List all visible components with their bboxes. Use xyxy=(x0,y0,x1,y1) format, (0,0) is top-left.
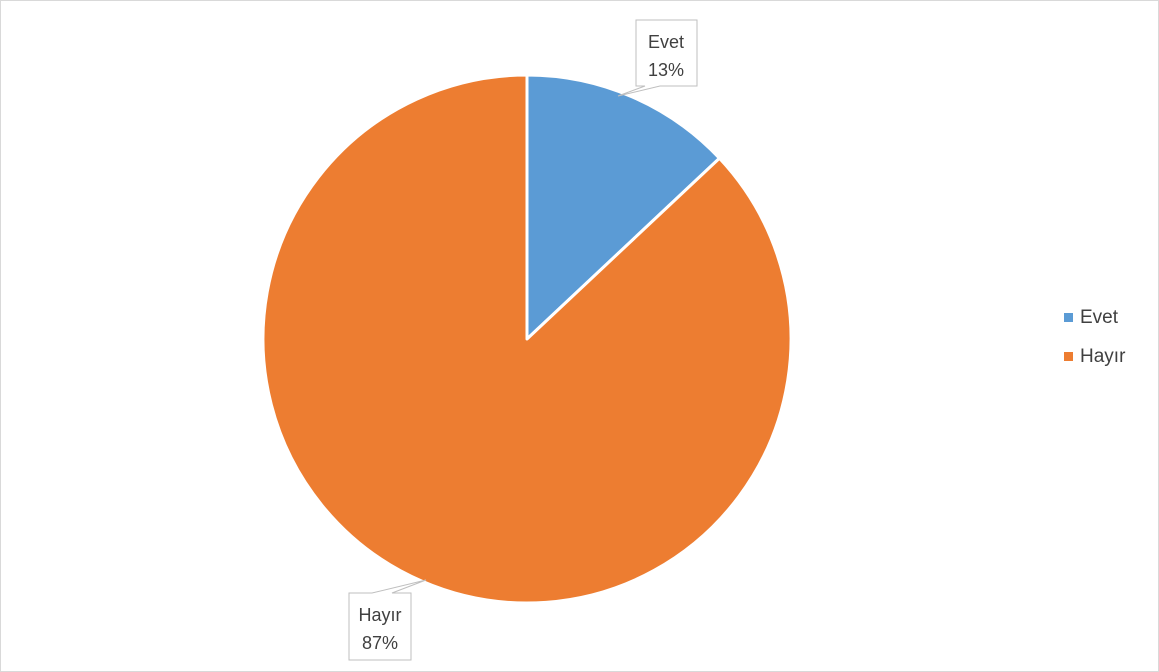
legend-item-hayir[interactable]: Hayır xyxy=(1064,345,1125,368)
pie-slices xyxy=(261,73,793,605)
data-label-evet-category: Evet xyxy=(648,32,684,52)
data-labels: Evet 13% Hayır 87% xyxy=(348,19,698,661)
callout-box-evet xyxy=(617,19,698,97)
data-label-evet: Evet 13% xyxy=(617,19,698,97)
legend: Evet Hayır xyxy=(1064,306,1125,384)
legend-swatch-evet xyxy=(1064,313,1073,322)
callout-box-hayir xyxy=(348,579,427,661)
legend-label-evet: Evet xyxy=(1080,306,1119,328)
data-label-hayir-value: 87% xyxy=(362,633,398,653)
data-label-hayir-category: Hayır xyxy=(358,605,401,625)
legend-swatch-hayir xyxy=(1064,352,1073,361)
legend-item-evet[interactable]: Evet xyxy=(1064,306,1125,329)
data-label-hayir: Hayır 87% xyxy=(348,579,427,661)
data-label-evet-value: 13% xyxy=(648,60,684,80)
pie-slice-evet[interactable] xyxy=(525,73,721,341)
legend-label-hayir: Hayır xyxy=(1080,345,1126,367)
